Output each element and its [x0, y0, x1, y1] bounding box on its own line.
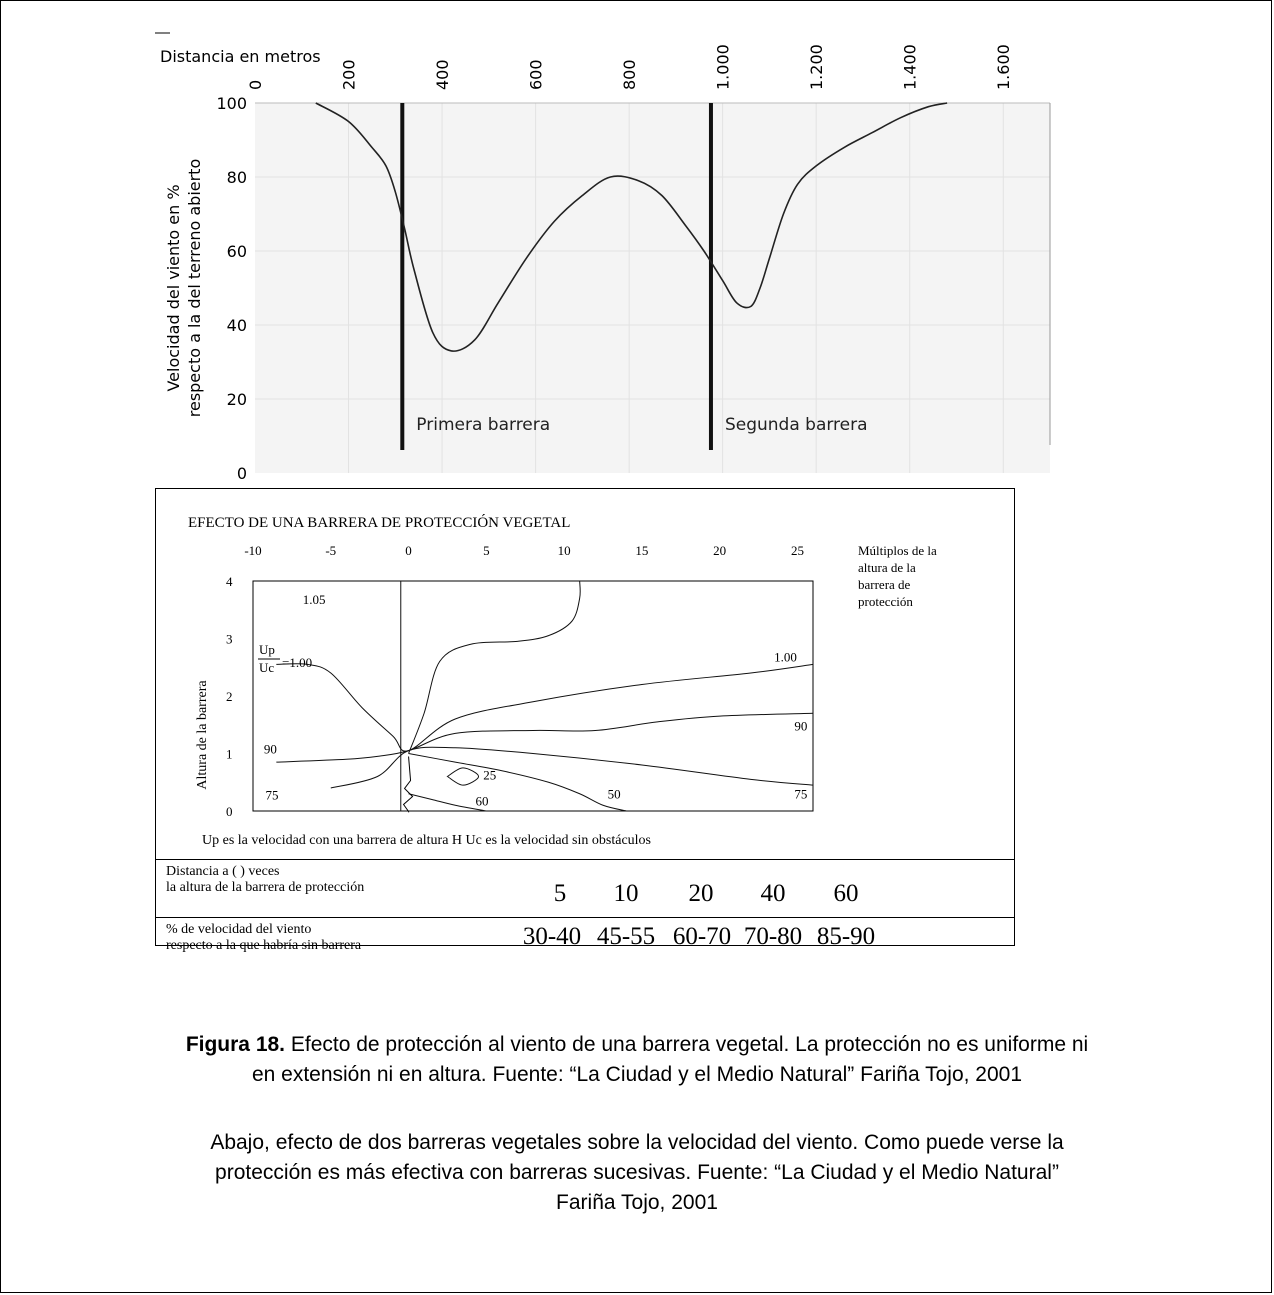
chart2-x-tick-label: 25 [791, 543, 804, 558]
chart2-title: EFECTO DE UNA BARRERA DE PROTECCIÓN VEGE… [188, 514, 570, 531]
wind-speed-curve [315, 102, 948, 352]
first-barrier-label: Primera barrera [416, 415, 550, 435]
contour-50-line [408, 753, 627, 812]
x-tick-label: 1.600 [994, 44, 1013, 90]
x-tick-label: 0 [246, 80, 265, 90]
caption-label: Figura 18. [185, 1033, 286, 1056]
distance-value: 60 [833, 880, 859, 907]
chart2-y-tick-label: 4 [226, 574, 233, 589]
chart2-y-tick-label: 2 [226, 689, 233, 704]
row2-label-line2: respecto a la que habría sin barrera [166, 938, 362, 953]
y-tick-label: 20 [227, 390, 247, 409]
y-tick-label: 100 [216, 94, 247, 113]
chart2-plot-frame [252, 580, 814, 812]
plot-background [255, 103, 1050, 473]
contour-label-75: 75 [265, 788, 278, 803]
x-tick-label: 1.400 [901, 44, 920, 90]
y-tick-label: 0 [237, 464, 247, 480]
contour-90-line [276, 712, 814, 763]
y-axis-label-line1: Velocidad del viento en % [164, 184, 183, 391]
chart2-x-tick-label: 0 [405, 543, 412, 558]
row1-label-line2: la altura de la barrera de protección [166, 880, 365, 895]
y-axis-label-line2: respecto a la del terreno abierto [185, 159, 204, 418]
ratio-numerator: Up [259, 642, 275, 657]
x-tick-label: 400 [433, 59, 452, 90]
y-tick-label: 60 [227, 242, 247, 261]
speed-percent-value: 60-70 [672, 923, 732, 950]
caption-line1: Efecto de protección al viento de una ba… [285, 1033, 1089, 1056]
contour-label-90: 90 [794, 719, 807, 734]
distance-value: 10 [613, 880, 639, 907]
contour-25-line [446, 767, 480, 786]
row2-label-line1: % de velocidad del viento [166, 922, 312, 937]
contour-label-50: 50 [608, 786, 621, 801]
paragraph-line2: protección es más efectiva con barreras … [215, 1161, 1059, 1184]
x-tick-label: 1.200 [807, 44, 826, 90]
chart2-x-tick-label: 20 [713, 543, 726, 558]
paragraph-line1: Abajo, efecto de dos barreras vegetales … [210, 1131, 1064, 1154]
second-barrier-label: Segunda barrera [725, 415, 868, 435]
contour-1-05-line [408, 580, 581, 754]
x-tick-label: 600 [527, 59, 546, 90]
contour-label-1-00: 1.00 [774, 650, 797, 665]
ratio-value: =1.00 [282, 655, 312, 670]
table-row-distance: Distancia a ( ) veces la altura de la ba… [156, 859, 1014, 918]
contour-label-60: 60 [475, 793, 488, 808]
table-row-speed: % de velocidad del viento respecto a la … [156, 917, 1014, 953]
x-axis-note-line: altura de la [858, 560, 916, 575]
barrier-zigzag [402, 756, 414, 814]
distance-value: 20 [688, 880, 714, 907]
chart2-x-tick-label: -10 [244, 543, 261, 558]
chart2-y-tick-label: 0 [226, 804, 233, 819]
paragraph-line3: Fariña Tojo, 2001 [556, 1191, 718, 1214]
contour-75-line [330, 746, 814, 789]
wind-speed-chart: Distancia en metros 0 200 400 600 800 1.000 1.… [150, 30, 1070, 480]
chart2-x-tick-label: 10 [558, 543, 571, 558]
caption-line2: en extensión ni en altura. Fuente: “La C… [251, 1063, 1023, 1086]
distance-value: 5 [553, 880, 567, 907]
contour-label-90: 90 [264, 742, 277, 757]
chart2-footnote: Up es la velocidad con una barrera de al… [202, 833, 651, 848]
distance-value: 40 [760, 880, 786, 907]
x-axis-note-line: Múltiplos de la [858, 543, 937, 558]
x-tick-label: 200 [340, 59, 359, 90]
speed-percent-value: 30-40 [522, 923, 582, 950]
contour-1-00-line [276, 663, 814, 752]
x-tick-label: 800 [620, 59, 639, 90]
chart2-y-tick-label: 3 [226, 632, 233, 647]
chart2-x-tick-label: 5 [483, 543, 490, 558]
description-paragraph: Abajo, efecto de dos barreras vegetales … [20, 1128, 1254, 1218]
contour-label-25: 25 [483, 767, 496, 782]
barrier-effect-panel: EFECTO DE UNA BARRERA DE PROTECCIÓN VEGE… [155, 488, 1015, 953]
x-axis-note-line: barrera de [858, 577, 911, 592]
contour-label-75: 75 [794, 786, 807, 801]
contour-60-line [408, 793, 487, 812]
chart2-y-tick-label: 1 [226, 747, 233, 762]
x-tick-label: 1.000 [714, 44, 733, 90]
x-axis-label: Distancia en metros [160, 47, 321, 66]
chart2-x-tick-label: -5 [325, 543, 336, 558]
ratio-denominator: Uc [259, 660, 274, 675]
speed-percent-value: 70-80 [743, 923, 803, 950]
row1-label-line1: Distancia a ( ) veces [166, 864, 280, 879]
y-tick-label: 80 [227, 168, 247, 187]
contour-label-1-05: 1.05 [303, 592, 326, 607]
chart2-x-tick-label: 15 [635, 543, 648, 558]
chart2-y-axis-label: Altura de la barrera [195, 680, 210, 790]
y-tick-label: 40 [227, 316, 247, 335]
speed-percent-value: 45-55 [596, 923, 656, 950]
speed-percent-value: 85-90 [816, 923, 876, 950]
figure-caption: Figura 18. Efecto de protección al vient… [20, 1030, 1254, 1090]
x-axis-note-line: protección [858, 594, 913, 609]
